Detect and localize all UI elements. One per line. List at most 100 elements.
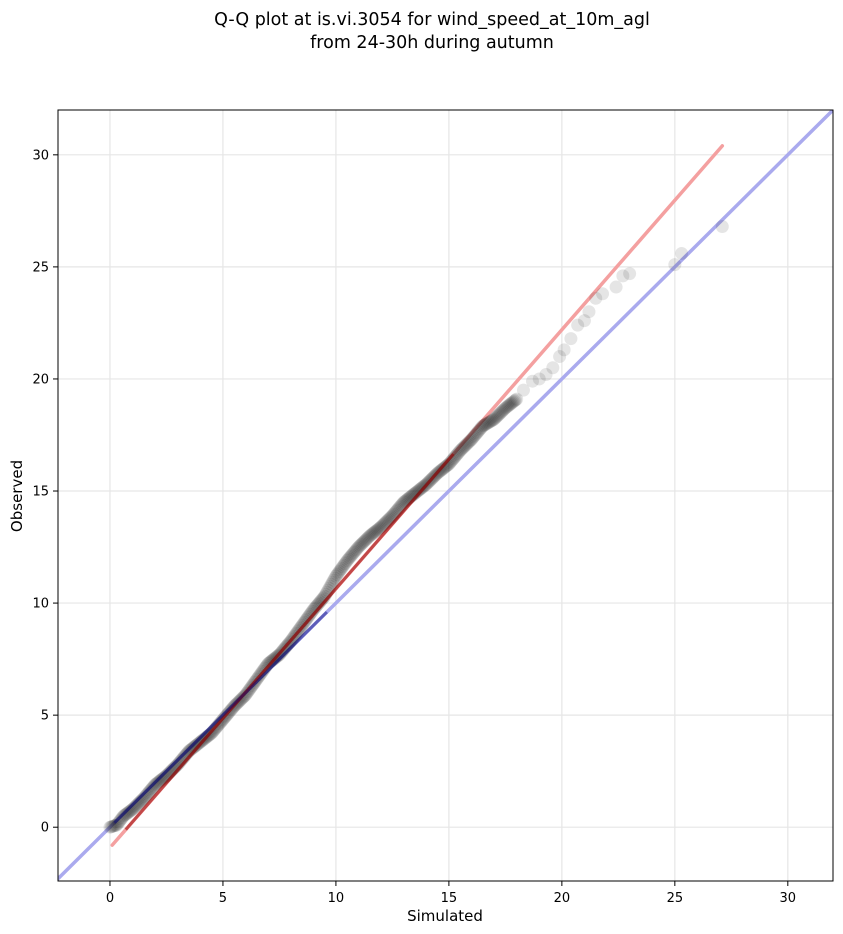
y-tick-label: 15	[32, 485, 49, 500]
quantile-point	[450, 448, 464, 462]
quantile-point	[137, 791, 151, 805]
x-tick-label: 5	[219, 891, 227, 906]
quantile-point	[557, 343, 571, 357]
quantile-point	[437, 461, 451, 475]
quantile-point	[304, 606, 318, 620]
quantile-point	[344, 549, 358, 563]
quantile-point	[596, 287, 610, 301]
quantile-point	[127, 801, 141, 815]
quantile-point	[361, 531, 375, 545]
fit-line-overlay	[124, 453, 455, 831]
quantile-point	[506, 395, 520, 409]
quantile-point	[350, 541, 364, 555]
quantile-point	[571, 318, 585, 332]
quantile-point	[478, 418, 492, 432]
y-tick-label: 0	[41, 821, 49, 836]
quantile-point	[377, 517, 391, 531]
quantile-point	[675, 246, 689, 260]
quantile-point	[375, 519, 389, 533]
quantile-point	[328, 571, 342, 585]
quantile-point	[336, 560, 350, 574]
quantile-point	[152, 775, 166, 789]
quantile-point	[489, 410, 503, 424]
quantile-point	[488, 411, 502, 425]
quantile-point	[462, 435, 476, 449]
quantile-point	[190, 738, 204, 752]
quantile-point	[335, 561, 349, 575]
quantile-point	[459, 438, 473, 452]
quantile-point	[148, 778, 162, 792]
y-tick-label: 5	[41, 709, 49, 724]
quantile-point	[553, 350, 567, 364]
quantile-point	[130, 798, 144, 812]
quantile-point	[133, 794, 147, 808]
quantile-point	[145, 782, 159, 796]
quantile-point	[436, 462, 450, 476]
quantile-point	[359, 532, 373, 546]
quantile-point	[117, 809, 131, 823]
quantile-point	[126, 802, 140, 816]
quantile-point	[342, 551, 356, 565]
quantile-point	[492, 408, 506, 422]
quantile-point	[109, 818, 123, 832]
quantile-point	[120, 806, 134, 820]
quantile-point	[501, 399, 515, 413]
quantile-point	[525, 374, 539, 388]
quantile-point	[191, 737, 205, 751]
quantile-point	[609, 280, 623, 294]
quantile-point	[379, 515, 393, 529]
quantile-point	[474, 422, 488, 436]
quantile-point	[355, 537, 369, 551]
quantile-point	[363, 529, 377, 543]
quantile-point	[303, 608, 317, 622]
quantile-point	[338, 557, 352, 571]
quantile-point	[324, 577, 338, 591]
quantile-point	[327, 573, 341, 587]
quantile-point	[451, 446, 465, 460]
reference-line	[58, 110, 833, 881]
quantile-point	[481, 416, 495, 430]
quantile-point	[370, 523, 384, 537]
quantile-point	[516, 383, 530, 397]
quantile-point	[349, 543, 363, 557]
quantile-point	[475, 420, 489, 434]
quantile-point	[122, 805, 136, 819]
quantile-point	[153, 774, 167, 788]
quantile-point	[353, 539, 367, 553]
quantile-point	[141, 786, 155, 800]
chart-subtitle: from 24-30h during autumn	[310, 33, 554, 53]
quantile-point	[298, 614, 312, 628]
quantile-point	[453, 444, 467, 458]
quantile-point	[358, 533, 372, 547]
quantile-point	[480, 416, 494, 430]
x-tick-label: 0	[106, 891, 114, 906]
quantile-point	[463, 434, 477, 448]
quantile-point	[467, 430, 481, 444]
quantile-point	[376, 518, 390, 532]
quantile-point	[105, 819, 119, 833]
quantile-point	[490, 409, 504, 423]
quantile-point	[448, 450, 462, 464]
quantile-point	[507, 394, 521, 408]
quantile-point	[455, 441, 469, 455]
quantile-point	[452, 445, 466, 459]
quantile-point	[494, 406, 508, 420]
quantile-point	[366, 526, 380, 540]
quantile-point	[546, 361, 560, 375]
quantile-point	[332, 564, 346, 578]
quantile-point	[187, 740, 201, 754]
quantile-point	[347, 545, 361, 559]
quantile-point	[472, 423, 486, 437]
quantile-point	[466, 431, 480, 445]
quantile-point	[329, 569, 343, 583]
quantile-point	[470, 426, 484, 440]
quantile-point	[356, 536, 370, 550]
quantile-point	[497, 402, 511, 416]
quantile-point	[154, 773, 168, 787]
quantile-point	[504, 397, 518, 411]
quantile-point	[486, 413, 500, 427]
quantile-point	[509, 393, 523, 407]
quantile-point	[372, 522, 386, 536]
quantile-point	[414, 482, 428, 496]
